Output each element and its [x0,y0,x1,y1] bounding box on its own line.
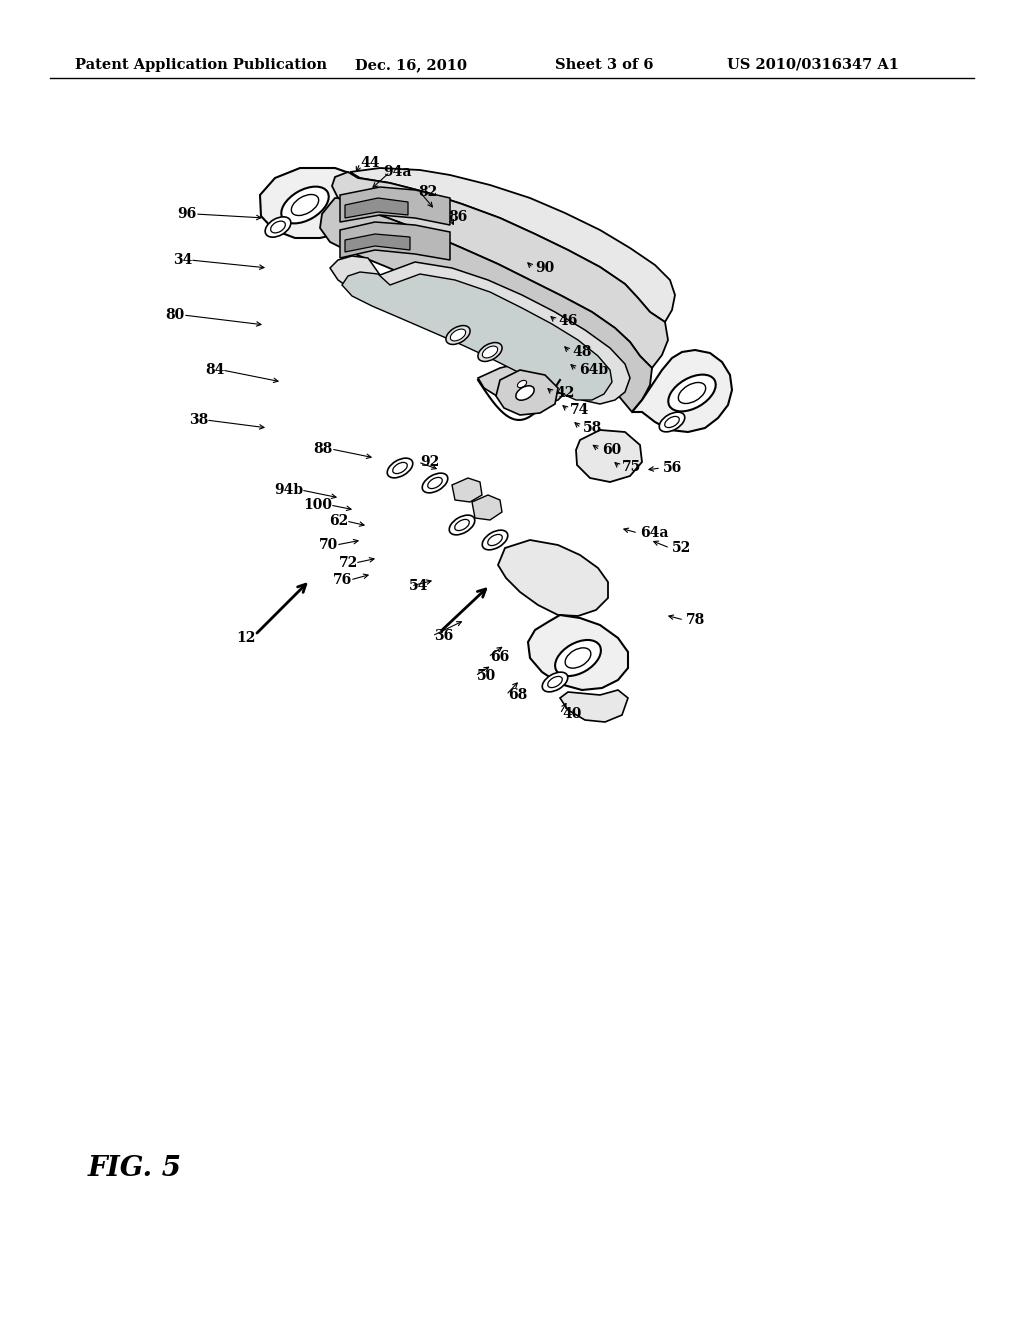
Ellipse shape [482,346,498,358]
Ellipse shape [543,672,567,692]
Ellipse shape [659,412,685,432]
Ellipse shape [548,676,562,688]
Text: 38: 38 [188,413,208,426]
Polygon shape [350,168,675,322]
Ellipse shape [455,519,469,531]
Text: 75: 75 [622,459,641,474]
Text: 92: 92 [420,455,439,469]
Polygon shape [345,198,408,218]
Text: 96: 96 [178,207,197,220]
Polygon shape [452,478,482,502]
Ellipse shape [516,385,535,400]
Ellipse shape [517,380,526,388]
Text: Patent Application Publication: Patent Application Publication [75,58,327,73]
Text: 12: 12 [237,631,256,645]
Polygon shape [472,495,502,520]
Ellipse shape [270,222,286,232]
Ellipse shape [665,416,679,428]
Ellipse shape [265,216,291,238]
Text: 34: 34 [173,253,193,267]
Polygon shape [498,540,608,616]
Text: 80: 80 [166,308,185,322]
Ellipse shape [482,531,508,550]
Text: 94b: 94b [273,483,303,498]
Ellipse shape [393,462,408,474]
Ellipse shape [678,383,706,404]
Polygon shape [575,430,642,482]
Polygon shape [340,187,450,224]
Ellipse shape [451,329,466,341]
Text: 82: 82 [418,185,437,199]
Text: 90: 90 [535,261,554,275]
Ellipse shape [282,186,329,223]
Ellipse shape [428,478,442,488]
Polygon shape [340,222,450,260]
Polygon shape [345,234,410,252]
Text: 52: 52 [672,541,691,554]
Text: 84: 84 [206,363,225,378]
Polygon shape [332,172,668,368]
Text: 48: 48 [572,345,592,359]
Text: 56: 56 [663,461,682,475]
Polygon shape [260,168,370,238]
Text: 64b: 64b [579,363,608,378]
Text: 60: 60 [602,444,622,457]
Text: 76: 76 [333,573,352,587]
Text: US 2010/0316347 A1: US 2010/0316347 A1 [727,58,899,73]
Ellipse shape [555,640,601,676]
Ellipse shape [422,473,447,492]
Ellipse shape [487,535,503,545]
Text: FIG. 5: FIG. 5 [88,1155,182,1181]
Polygon shape [478,362,572,405]
Ellipse shape [387,458,413,478]
Text: 66: 66 [490,649,509,664]
Text: 54: 54 [409,579,428,593]
Polygon shape [496,370,558,414]
Polygon shape [528,615,628,690]
Text: 78: 78 [686,612,706,627]
Text: 72: 72 [339,556,358,570]
Text: 62: 62 [329,513,348,528]
Polygon shape [330,256,630,404]
Ellipse shape [669,375,716,412]
Ellipse shape [450,515,475,535]
Text: 74: 74 [570,403,590,417]
Text: 86: 86 [449,210,467,224]
Ellipse shape [514,378,530,391]
Text: 42: 42 [555,385,574,400]
Text: 88: 88 [313,442,333,455]
Polygon shape [632,350,732,432]
Polygon shape [560,690,628,722]
Ellipse shape [565,648,591,668]
Polygon shape [319,198,652,412]
Text: 40: 40 [562,708,582,721]
Text: Dec. 16, 2010: Dec. 16, 2010 [355,58,467,73]
Text: 94a: 94a [383,165,412,180]
Text: 36: 36 [434,630,454,643]
Text: 44: 44 [360,156,380,170]
Text: 68: 68 [508,688,527,702]
Text: 58: 58 [583,421,602,436]
Ellipse shape [445,326,470,345]
Text: 70: 70 [318,539,338,552]
Polygon shape [342,272,612,400]
Ellipse shape [478,343,502,362]
Text: Sheet 3 of 6: Sheet 3 of 6 [555,58,653,73]
Text: 100: 100 [303,498,332,512]
Text: 64a: 64a [640,525,669,540]
Text: 46: 46 [558,314,578,327]
Ellipse shape [292,194,318,215]
Text: 50: 50 [477,669,497,682]
